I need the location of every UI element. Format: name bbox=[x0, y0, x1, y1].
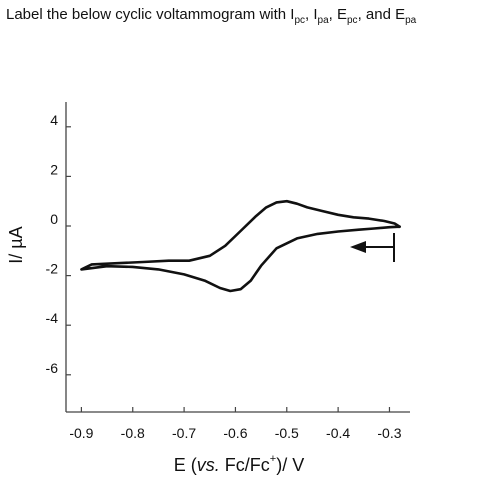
x-tick-label: -0.4 bbox=[326, 425, 350, 441]
x-tick-label: -0.8 bbox=[121, 425, 145, 441]
y-tick-label: -4 bbox=[46, 310, 59, 326]
x-tick-label: -0.9 bbox=[69, 425, 93, 441]
cv-curve-series bbox=[80, 199, 401, 293]
x-tick-label: -0.5 bbox=[275, 425, 299, 441]
x-tick-label: -0.3 bbox=[377, 425, 401, 441]
y-tick-label: -6 bbox=[46, 360, 59, 376]
y-tick-label: 2 bbox=[50, 161, 58, 177]
y-tick-label: 4 bbox=[50, 112, 58, 128]
x-tick-label: -0.6 bbox=[223, 425, 247, 441]
y-tick-label: 0 bbox=[50, 211, 58, 227]
y-tick-label: -2 bbox=[46, 261, 59, 277]
y-axis-label: I/ µA bbox=[6, 226, 26, 263]
x-tick-label: -0.7 bbox=[172, 425, 196, 441]
x-axis-label: E (vs. Fc/Fc+)/ V bbox=[174, 453, 304, 475]
scan-direction-arrow-icon bbox=[350, 233, 395, 262]
question-text: Label the below cyclic voltammogram with… bbox=[6, 6, 417, 26]
